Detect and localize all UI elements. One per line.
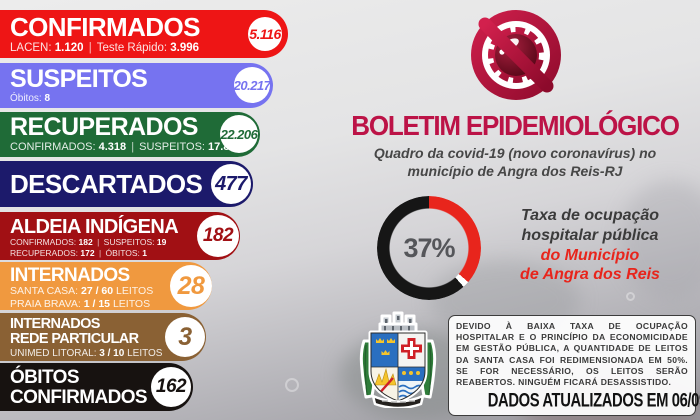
stat-details: RECUPERADOS: 172 | ÓBITOS: 1	[10, 247, 147, 258]
stat-bar-aldeia-indigena: ALDEIA INDÍGENA CONFIRMADOS: 182 | SUSPE…	[0, 212, 240, 260]
stat-value-badge: 28	[170, 265, 212, 307]
background-bubble	[285, 378, 299, 392]
stat-bar-obitos-confirmados: ÓBITOS CONFIRMADOS 162	[0, 363, 193, 411]
stat-value-badge: 5.116	[248, 17, 282, 51]
stat-label: DESCARTADOS	[10, 169, 203, 199]
stat-value-badge: 477	[211, 164, 251, 204]
stat-value-badge: 162	[151, 367, 191, 407]
stat-label: ÓBITOS CONFIRMADOS	[10, 367, 148, 408]
page-title: BOLETIM EPIDEMIOLÓGICO	[351, 109, 680, 142]
stat-value-badge: 182	[197, 215, 239, 257]
stat-details: LACEN: 1.120 | Teste Rápido: 3.996	[10, 41, 200, 54]
occupancy-percent: 37%	[403, 232, 455, 263]
stat-value-badge: 20.217	[234, 67, 271, 103]
header: BOLETIM EPIDEMIOLÓGICO Quadro da covid-1…	[333, 109, 697, 180]
notice-box: DEVIDO À BAIXA TAXA DE OCUPAÇÃO HOSPITAL…	[448, 315, 700, 417]
background-bubble	[626, 292, 635, 301]
stat-details: SANTA CASA: 27 / 60 LEITOS	[10, 285, 154, 298]
stat-details: CONFIRMADOS: 182 | SUSPEITOS: 19	[10, 237, 167, 248]
notice-text: DEVIDO À BAIXA TAXA DE OCUPAÇÃO HOSPITAL…	[456, 321, 688, 387]
stat-details: UNIMED LITORAL: 3 / 10 LEITOS	[10, 347, 163, 359]
stat-bar-internados-rede-particular: INTERNADOS REDE PARTICULAR UNIMED LITORA…	[0, 313, 206, 361]
stat-bar-internados: INTERNADOS SANTA CASA: 27 / 60 LEITOS PR…	[0, 262, 212, 310]
stat-details: Óbitos: 8	[10, 92, 51, 104]
stat-label: SUSPEITOS	[10, 65, 148, 93]
page-subtitle: Quadro da covid-19 (novo coronavírus) no…	[373, 145, 657, 180]
stat-label: CONFIRMADOS	[10, 12, 200, 42]
stat-value-badge: 22.206	[220, 115, 258, 153]
occupancy-donut-chart: 37%	[377, 196, 481, 300]
data-updated-label: DADOS ATUALIZADOS EM 06/09/2020	[487, 388, 700, 411]
donut-ring	[377, 196, 481, 300]
angra-coat-of-arms-icon	[359, 311, 437, 408]
stat-bar-suspeitos: SUSPEITOS Óbitos: 8 20.217	[0, 63, 273, 108]
stat-details: PRAIA BRAVA: 1 / 15 LEITOS	[10, 297, 151, 310]
stat-label: ALDEIA INDÍGENA	[10, 216, 179, 238]
stat-label: INTERNADOS REDE PARTICULAR	[10, 316, 139, 348]
stat-label: RECUPERADOS	[10, 113, 198, 141]
stat-bar-recuperados: RECUPERADOS CONFIRMADOS: 4.318 | SUSPEIT…	[0, 112, 260, 157]
background-texture-blob	[620, 180, 700, 300]
stat-bar-confirmados: CONFIRMADOS LACEN: 1.120 | Teste Rápido:…	[0, 10, 288, 58]
occupancy-caption: Taxa de ocupação hospitalar pública do M…	[520, 207, 660, 284]
stat-value-badge: 3	[165, 317, 205, 357]
no-virus-icon	[471, 10, 561, 100]
stat-bar-descartados: DESCARTADOS 477	[0, 161, 253, 207]
stat-label: INTERNADOS	[10, 265, 130, 286]
